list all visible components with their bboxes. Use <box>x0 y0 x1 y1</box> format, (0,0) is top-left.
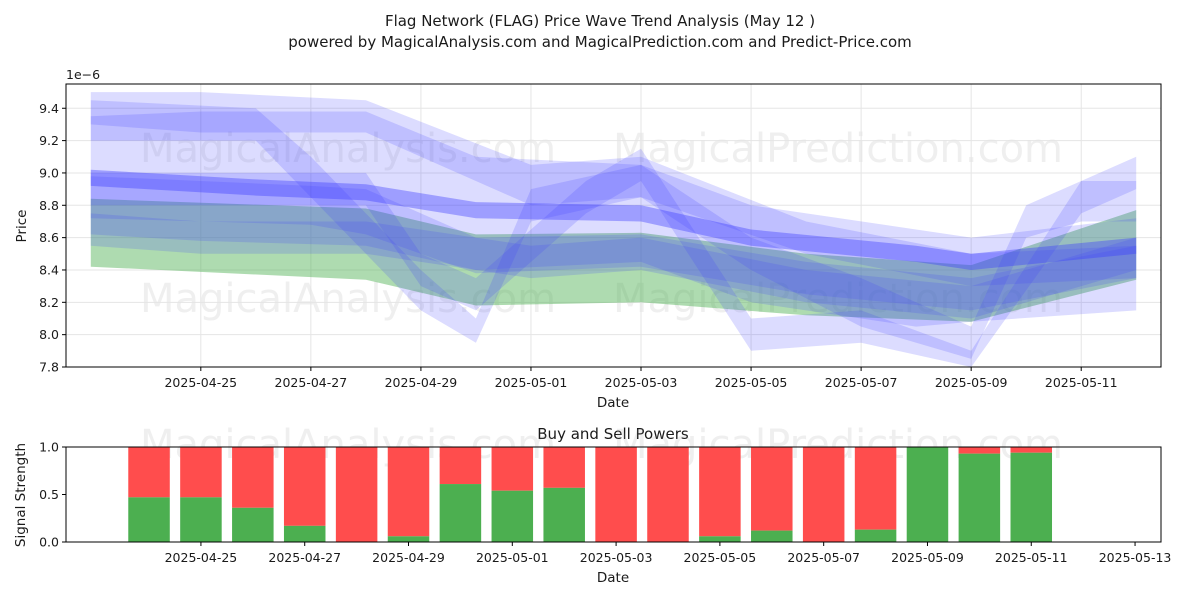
chart-title: Flag Network (FLAG) Price Wave Trend Ana… <box>385 12 815 30</box>
price-y-tick-label: 9.4 <box>39 101 59 116</box>
sell-bar <box>283 447 326 526</box>
buy-bar <box>906 447 949 542</box>
price-x-tick-label: 2025-05-03 <box>605 375 678 390</box>
watermark-text: MagicalPrediction.com <box>613 276 1063 322</box>
sell-bar <box>958 447 1001 454</box>
signal-x-tick-label: 2025-05-09 <box>891 550 964 565</box>
price-x-tick-label: 2025-05-05 <box>715 375 788 390</box>
price-chart: MagicalAnalysis.com MagicalPrediction.com… <box>14 67 1162 411</box>
price-y-tick-label: 7.8 <box>39 360 59 375</box>
price-x-axis-label: Date <box>597 395 629 411</box>
price-y-tick-label: 8.6 <box>39 230 59 245</box>
price-y-tick-label: 8.0 <box>39 327 59 342</box>
sell-bar <box>647 447 689 542</box>
sell-bar <box>491 447 534 491</box>
price-y-tick-label: 9.0 <box>39 165 59 180</box>
price-band-blue <box>90 176 1137 311</box>
signal-x-tick-label: 2025-04-25 <box>165 550 238 565</box>
price-band-blue <box>90 213 1137 319</box>
watermark-text: MagicalAnalysis.com <box>140 126 556 172</box>
sell-bar <box>595 447 637 542</box>
signal-chart-title: Buy and Sell Powers <box>537 425 689 443</box>
price-x-tick-label: 2025-04-29 <box>385 375 458 390</box>
buy-bar <box>491 490 534 542</box>
signal-x-tick-label: 2025-05-07 <box>787 550 860 565</box>
buy-bar <box>1010 452 1053 542</box>
price-x-tick-label: 2025-05-09 <box>935 375 1008 390</box>
sell-bar <box>232 447 274 508</box>
buy-bar <box>180 497 222 542</box>
buy-bar <box>699 536 741 542</box>
signal-chart: Buy and Sell Powers MagicalAnalysis.com M… <box>13 422 1171 586</box>
price-band-blue <box>90 100 1137 359</box>
buy-bar <box>958 453 1001 542</box>
sell-bar <box>439 447 482 485</box>
price-band-blue <box>90 148 1137 367</box>
buy-bar <box>854 529 897 542</box>
price-offset-label: 1e−6 <box>66 67 100 82</box>
buy-bar <box>128 497 170 542</box>
price-x-tick-label: 2025-05-07 <box>825 375 898 390</box>
price-band-blue <box>90 111 1137 327</box>
signal-y-tick-label: 0.5 <box>39 487 59 502</box>
signal-x-tick-label: 2025-04-29 <box>372 550 445 565</box>
sell-bar <box>1010 447 1053 453</box>
sell-bar <box>543 447 585 488</box>
price-x-tick-label: 2025-05-01 <box>495 375 568 390</box>
price-y-tick-label: 8.2 <box>39 295 59 310</box>
price-band-blue <box>90 169 1137 270</box>
sell-bar <box>699 447 741 537</box>
signal-x-tick-label: 2025-05-01 <box>476 550 549 565</box>
price-y-axis-label: Price <box>14 210 30 243</box>
price-y-tick-label: 8.8 <box>39 198 59 213</box>
buy-bar <box>283 525 326 542</box>
buy-bar <box>387 536 430 542</box>
buy-bar <box>751 530 793 542</box>
signal-x-tick-label: 2025-05-13 <box>1099 550 1172 565</box>
price-y-tick-label: 8.4 <box>39 262 59 277</box>
signal-x-tick-label: 2025-05-05 <box>684 550 757 565</box>
signal-x-tick-label: 2025-05-11 <box>995 550 1068 565</box>
buy-bar <box>439 484 482 542</box>
sell-bar <box>751 447 793 531</box>
sell-bar <box>180 447 222 498</box>
price-x-tick-label: 2025-05-11 <box>1045 375 1118 390</box>
sell-bar <box>335 447 378 542</box>
signal-x-tick-label: 2025-04-27 <box>268 550 341 565</box>
price-x-tick-label: 2025-04-27 <box>275 375 348 390</box>
signal-y-tick-label: 0.0 <box>39 535 59 550</box>
sell-bar <box>128 447 170 498</box>
signal-x-tick-label: 2025-05-03 <box>580 550 653 565</box>
price-axes-frame <box>65 83 1162 368</box>
chart-subtitle: powered by MagicalAnalysis.com and Magic… <box>288 33 912 51</box>
signal-y-axis-label: Signal Strength <box>13 443 29 547</box>
price-band-blue <box>90 92 1137 287</box>
sell-bar <box>854 447 897 530</box>
sell-bar <box>387 447 430 537</box>
price-x-tick-label: 2025-04-25 <box>164 375 237 390</box>
buy-bar <box>232 507 274 542</box>
signal-x-axis-label: Date <box>597 570 629 586</box>
price-y-tick-label: 9.2 <box>39 133 59 148</box>
signal-y-tick-label: 1.0 <box>39 440 59 455</box>
sell-bar <box>802 447 845 542</box>
price-band-green <box>90 198 1137 322</box>
watermark-text: MagicalPrediction.com <box>613 126 1063 172</box>
watermark-text: MagicalAnalysis.com <box>140 276 556 322</box>
buy-bar <box>543 487 585 542</box>
